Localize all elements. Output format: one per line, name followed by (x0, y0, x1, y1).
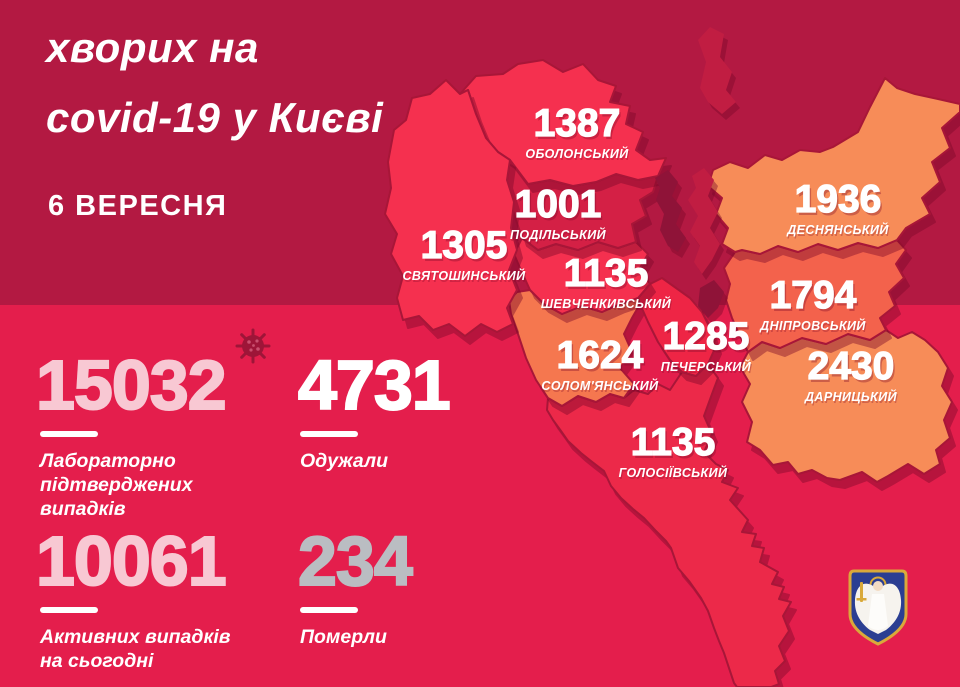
district-cases: 1624 (556, 334, 644, 377)
district-label-solomianskyi: 1624 СОЛОМ'ЯНСЬКИЙ (541, 334, 659, 393)
district-label-shevchenkivskyi: 1135 ШЕВЧЕНКИВСЬКИЙ (540, 252, 672, 311)
district-name: ДЕСНЯНСЬКИЙ (787, 223, 889, 237)
river-island-south (698, 280, 724, 318)
coronavirus-icon (235, 328, 271, 364)
district-name: ПОДІЛЬСЬКИЙ (510, 228, 606, 242)
district-cases: 1794 (769, 274, 857, 317)
district-cases: 1285 (662, 315, 750, 358)
district-name: ГОЛОСІЇВСЬКИЙ (618, 466, 728, 480)
district-label-darnytskyi: 2430 ДАРНИЦЬКИЙ (804, 345, 898, 404)
emblem-head (873, 581, 883, 591)
district-label-desnianskyi: 1936 ДЕСНЯНСЬКИЙ (787, 178, 889, 237)
district-name: ОБОЛОНСЬКИЙ (525, 147, 629, 161)
stat-confirmed-label: Лабораторно підтверджених випадків (40, 450, 193, 520)
district-cases: 1001 (514, 183, 602, 226)
kyiv-coat-of-arms (848, 569, 908, 646)
district-name: СОЛОМ'ЯНСЬКИЙ (541, 379, 659, 393)
divider (40, 431, 98, 437)
district-cases: 1305 (420, 224, 508, 267)
stat-active-label: Активних випадків на сьогодні (40, 626, 231, 672)
district-cases: 1135 (630, 421, 716, 464)
river-island-mid (688, 168, 720, 274)
stat-deaths-value: 234 (297, 522, 414, 600)
stat-active-value: 10061 (35, 522, 228, 600)
divider (300, 607, 358, 613)
district-cases: 2430 (807, 345, 895, 388)
district-cases: 1135 (563, 252, 649, 295)
page-title-line1: хворих на (46, 24, 259, 71)
district-label-pecherskyi: 1285 ПЕЧЕРСЬКИЙ (660, 315, 752, 374)
district-label-sviatoshynskyi: 1305 СВЯТОШИНСЬКИЙ (402, 224, 526, 283)
district-name: ДАРНИЦЬКИЙ (804, 390, 898, 404)
district-label-dniprovskyi: 1794 ДНІПРОВСЬКИЙ (760, 274, 866, 333)
district-shape-sviatoshynskyi (384, 79, 518, 337)
district-label-obolonskyi: 1387 ОБОЛОНСЬКИЙ (525, 102, 629, 161)
stat-recovered-value: 4731 (297, 346, 452, 424)
stat-recovered-label: Одужали (300, 450, 389, 472)
district-label-podilskyi: 1001 ПОДІЛЬСЬКИЙ (510, 183, 606, 242)
emblem-robe (868, 594, 888, 630)
district-name: СВЯТОШИНСЬКИЙ (402, 269, 526, 283)
stat-confirmed-value: 15032 (35, 346, 228, 424)
emblem-sword (860, 582, 863, 602)
page-title-line2: covid-19 у Києві (46, 94, 384, 141)
district-name: ШЕВЧЕНКИВСЬКИЙ (540, 297, 672, 311)
district-shape-pecherskyi (637, 277, 717, 377)
river-island-west (655, 170, 686, 252)
district-label-holosiivskyi: 1135 ГОЛОСІЇВСЬКИЙ (618, 421, 728, 480)
district-name: ПЕЧЕРСЬКИЙ (660, 360, 752, 374)
emblem-sword-guard (856, 598, 867, 601)
divider (300, 431, 358, 437)
district-shape-desnianskyi (707, 77, 960, 255)
district-cases: 1387 (533, 102, 621, 145)
district-cases: 1936 (794, 178, 882, 221)
district-name: ДНІПРОВСЬКИЙ (760, 319, 866, 333)
river-island-north (698, 27, 736, 114)
stat-deaths-label: Померли (300, 626, 387, 648)
report-date: 6 ВЕРЕСНЯ (48, 190, 228, 222)
divider (40, 607, 98, 613)
